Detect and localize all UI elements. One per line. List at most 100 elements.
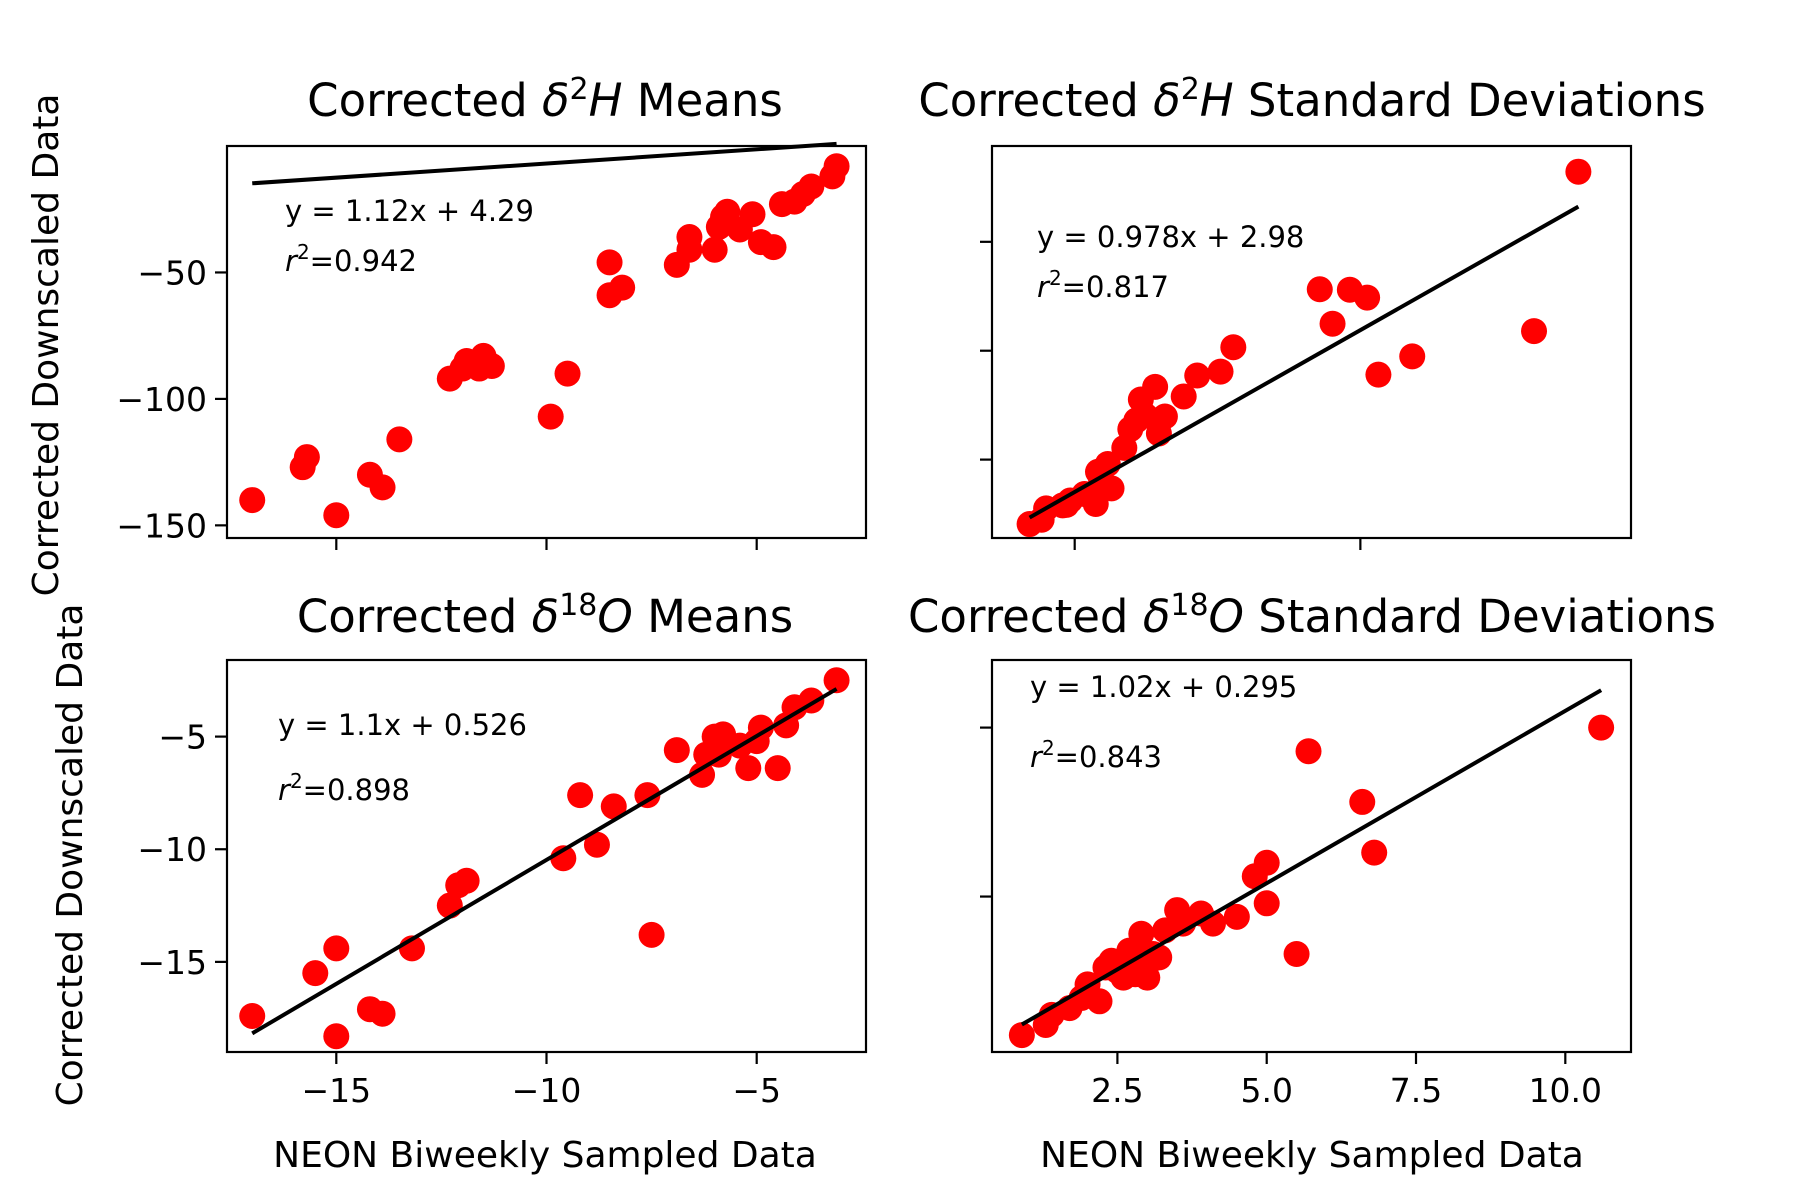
data-point (453, 867, 480, 894)
data-point (676, 224, 703, 251)
data-point (760, 234, 787, 261)
data-point (663, 737, 690, 764)
r-squared-symbol: r (1030, 740, 1044, 774)
data-point (1132, 402, 1159, 429)
data-point (1295, 738, 1322, 765)
title-delta: δ (542, 74, 570, 127)
x-tick-label: 2.5 (1091, 1071, 1143, 1110)
data-point (369, 474, 396, 501)
regression-line (252, 141, 837, 186)
data-point (739, 201, 766, 228)
regression-equation: y = 1.1x + 0.526 (278, 708, 527, 742)
data-point (386, 426, 413, 453)
data-point (823, 667, 850, 694)
panel-title: Corrected δ18O Standard Deviations (908, 588, 1716, 643)
title-prefix: Corrected (307, 74, 542, 127)
r-squared-superscript: 2 (1049, 266, 1062, 290)
title-prefix: Corrected (918, 74, 1153, 127)
title-isotope: H (1200, 74, 1234, 127)
x-tick-label: −5 (732, 1071, 781, 1110)
data-point (239, 1002, 266, 1029)
y-axis-label: Corrected Downscaled Data (26, 94, 67, 597)
y-tick-label: −10 (137, 830, 207, 869)
x-tick-label: 5.0 (1240, 1071, 1292, 1110)
data-point (1184, 362, 1211, 389)
data-point (1565, 158, 1592, 185)
y-tick-label: −150 (116, 506, 207, 545)
data-point (537, 403, 564, 430)
r-squared-symbol: r (285, 244, 299, 278)
data-point (369, 1000, 396, 1027)
scatter-panel-4: Corrected δ18O Standard Deviations 2.5 5.0… (908, 588, 1716, 1176)
r-squared-value: =0.898 (303, 773, 410, 807)
data-point (1128, 920, 1155, 947)
data-point (1170, 383, 1197, 410)
x-tick-label: −10 (512, 1071, 582, 1110)
data-point (1142, 373, 1169, 400)
data-point (1008, 1022, 1035, 1049)
title-delta: δ (1143, 590, 1171, 643)
panel-title: Corrected δ18O Means (297, 588, 793, 643)
r-squared: r2=0.942 (285, 240, 417, 278)
data-point (583, 831, 610, 858)
title-suffix: Standard Deviations (1244, 590, 1716, 643)
title-suffix: Means (633, 590, 793, 643)
data-point (478, 353, 505, 380)
data-point (302, 960, 329, 987)
r-squared-superscript: 2 (1042, 736, 1055, 760)
title-isotope: H (589, 74, 623, 127)
data-point (764, 755, 791, 782)
data-point (323, 935, 350, 962)
title-superscript: 2 (1181, 72, 1200, 107)
title-suffix: Standard Deviations (1234, 74, 1706, 127)
y-axis-label: Corrected Downscaled Data (50, 604, 91, 1107)
regression-line (1020, 688, 1603, 1027)
x-axis-label: NEON Biweekly Sampled Data (1040, 1135, 1584, 1176)
data-point (634, 782, 661, 809)
y-tick-label: −100 (116, 380, 207, 419)
r-squared: r2=0.843 (1030, 736, 1162, 774)
r-squared-value: =0.942 (310, 244, 417, 278)
data-point (1354, 284, 1381, 311)
data-point (1253, 849, 1280, 876)
x-tick-label: 10.0 (1529, 1071, 1602, 1110)
data-point (747, 714, 774, 741)
data-point (1151, 403, 1178, 430)
title-superscript: 18 (1170, 588, 1208, 623)
data-point (1220, 334, 1247, 361)
title-isotope: O (597, 590, 632, 643)
data-point (554, 360, 581, 387)
title-superscript: 2 (570, 72, 589, 107)
data-point (798, 173, 825, 200)
data-point (1223, 903, 1250, 930)
x-axis-label: NEON Biweekly Sampled Data (273, 1135, 817, 1176)
data-point (1207, 358, 1234, 385)
data-point (1306, 276, 1333, 303)
data-point (1086, 988, 1113, 1015)
r-squared-superscript: 2 (297, 240, 310, 264)
regression-line (251, 687, 838, 1036)
data-point (1521, 318, 1548, 345)
x-tick-label: −15 (301, 1071, 371, 1110)
data-point (239, 487, 266, 514)
y-tick-label: −15 (137, 943, 207, 982)
data-point (1365, 361, 1392, 388)
regression-equation: y = 0.978x + 2.98 (1037, 220, 1304, 254)
data-point (701, 236, 728, 263)
data-point (596, 249, 623, 276)
panel-title: Corrected δ2H Means (307, 72, 783, 127)
plot-frame (990, 144, 1633, 540)
data-point (609, 274, 636, 301)
r-squared: r2=0.898 (278, 769, 410, 807)
scatter-panel-3: Corrected δ18O Means −15 −10 −5 −5 −10 −15 y = … (50, 588, 868, 1176)
data-point (293, 444, 320, 471)
data-point (1082, 491, 1109, 518)
title-prefix: Corrected (908, 590, 1143, 643)
title-isotope: O (1209, 590, 1244, 643)
data-point (1349, 788, 1376, 815)
title-prefix: Corrected (297, 590, 532, 643)
data-point (735, 755, 762, 782)
y-tick-label: −5 (158, 718, 207, 757)
